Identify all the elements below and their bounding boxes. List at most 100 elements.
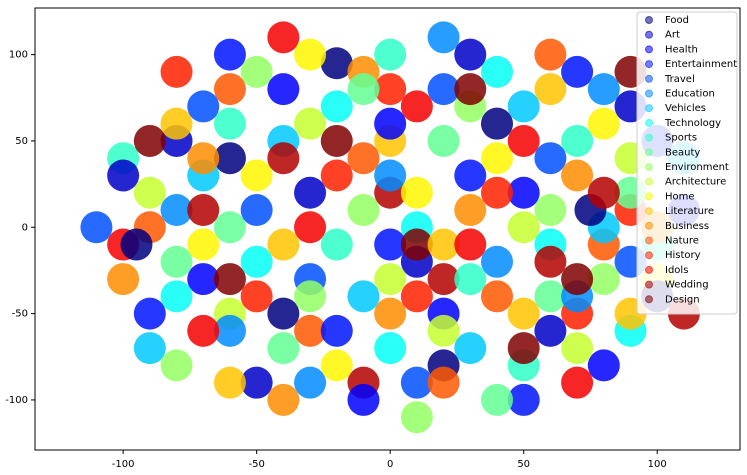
point: [507, 383, 540, 416]
legend-label: Literature: [665, 206, 714, 217]
point: [587, 263, 620, 296]
point: [480, 245, 513, 278]
point: [454, 332, 487, 365]
point: [240, 366, 273, 399]
legend-marker: [645, 280, 653, 289]
legend-marker: [645, 177, 653, 186]
point: [347, 194, 380, 227]
point: [427, 366, 460, 399]
point: [374, 73, 407, 106]
point: [454, 38, 487, 71]
legend-label: Design: [665, 294, 700, 305]
point: [160, 194, 193, 227]
point: [480, 55, 513, 88]
legend-marker: [645, 148, 653, 157]
point: [294, 280, 327, 313]
point: [187, 194, 220, 227]
x-tick-label: 50: [517, 459, 530, 470]
point: [187, 314, 220, 347]
x-tick-label: 100: [648, 459, 667, 470]
point: [400, 228, 433, 261]
legend-marker: [645, 60, 653, 69]
legend-label: Health: [665, 44, 698, 55]
point: [320, 349, 353, 382]
legend-marker: [645, 104, 653, 113]
legend-label: History: [665, 250, 701, 261]
point: [213, 142, 246, 175]
point: [133, 124, 166, 157]
point: [160, 349, 193, 382]
legend-marker: [645, 163, 653, 171]
point: [213, 211, 246, 244]
point: [587, 176, 620, 209]
point: [120, 228, 153, 261]
point: [133, 176, 166, 209]
point: [400, 176, 433, 209]
point: [267, 228, 300, 261]
point: [480, 383, 513, 416]
point: [213, 38, 246, 71]
point: [454, 73, 487, 106]
legend-label: Wedding: [665, 280, 709, 291]
point: [160, 55, 193, 88]
legend-marker: [645, 265, 653, 274]
point: [534, 73, 567, 106]
point: [534, 314, 567, 347]
point: [320, 228, 353, 261]
point: [374, 332, 407, 365]
point: [347, 280, 380, 313]
point: [320, 159, 353, 192]
point: [320, 124, 353, 157]
point: [507, 90, 540, 123]
point: [427, 263, 460, 296]
point: [534, 38, 567, 71]
point: [534, 194, 567, 227]
legend-label: Art: [665, 30, 680, 41]
point: [480, 176, 513, 209]
legend-marker: [645, 251, 653, 260]
point: [267, 297, 300, 330]
point: [294, 366, 327, 399]
legend-marker: [645, 295, 653, 304]
legend-marker: [645, 89, 653, 98]
point: [400, 401, 433, 434]
point: [213, 263, 246, 296]
point: [374, 228, 407, 261]
point: [534, 280, 567, 313]
legend-label: Sports: [665, 133, 697, 144]
x-tick-label: -100: [112, 459, 135, 470]
point: [294, 38, 327, 71]
point: [480, 280, 513, 313]
point: [587, 349, 620, 382]
point: [561, 332, 594, 365]
legend-label: Food: [665, 15, 689, 26]
point: [133, 332, 166, 365]
point: [347, 73, 380, 106]
point: [480, 107, 513, 140]
point: [507, 211, 540, 244]
point: [267, 73, 300, 106]
legend-marker: [645, 118, 653, 127]
point: [561, 55, 594, 88]
point: [427, 21, 460, 54]
legend-marker: [645, 45, 653, 54]
point: [587, 107, 620, 140]
point: [427, 73, 460, 106]
point: [534, 245, 567, 278]
legend-marker: [645, 192, 653, 201]
point: [427, 124, 460, 157]
point: [400, 90, 433, 123]
point: [213, 107, 246, 140]
point: [454, 228, 487, 261]
point: [213, 73, 246, 106]
legend-marker: [645, 207, 653, 216]
legend-marker: [645, 30, 653, 39]
point: [240, 55, 273, 88]
y-tick-label: 50: [15, 136, 28, 147]
point: [347, 383, 380, 416]
point: [294, 176, 327, 209]
legend-label: Travel: [664, 74, 695, 85]
point: [160, 245, 193, 278]
point: [347, 142, 380, 175]
